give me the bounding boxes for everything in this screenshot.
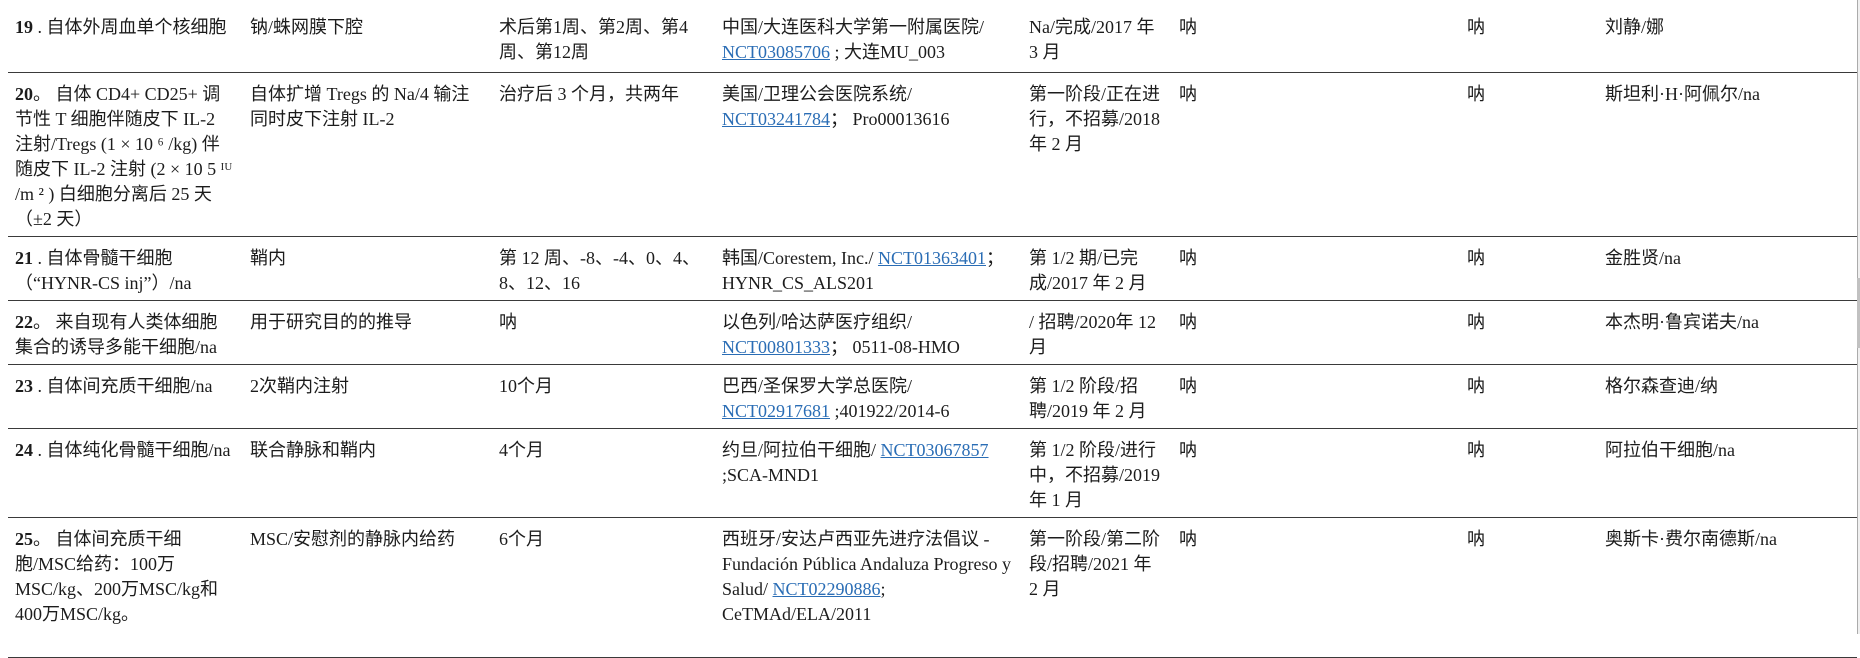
investigator-cell: 金胜贤/na (1598, 236, 1857, 301)
route-cell: 2次鞘内注射 (243, 364, 492, 429)
followup-cell: 10个月 (492, 364, 715, 429)
therapy-cell: 20。 自体 CD4+ CD25+ 调节性 T 细胞伴随皮下 IL-2 注射/T… (8, 72, 243, 237)
nct-link[interactable]: NCT00801333 (722, 336, 830, 357)
outcome-cell: 呐 (1172, 72, 1460, 237)
adverse-event-cell: 呐 (1460, 236, 1598, 301)
sponsor-nct-cell: 美国/卫理公会医院系统/ NCT03241784； Pro00013616 (715, 72, 1022, 237)
row-number: 24 (15, 439, 33, 460)
sponsor-nct-cell: 以色列/哈达萨医疗组织/ NCT00801333； 0511-08-HMO (715, 300, 1022, 365)
followup-cell: 治疗后 3 个月，共两年 (492, 72, 715, 237)
table-row: 25。 自体间充质干细胞/MSC给药：100万MSC/kg、200万MSC/kg… (8, 517, 1857, 658)
table-row: 21 . 自体骨髓干细胞（“HYNR-CS inj”）/na 鞘内第 12 周、-… (8, 236, 1857, 301)
sponsor-nct-cell: 中国/大连医科大学第一附属医院/ NCT03085706 ; 大连MU_003 (715, 0, 1022, 73)
followup-cell: 4个月 (492, 428, 715, 518)
nct-link[interactable]: NCT02290886 (772, 578, 881, 599)
row-number: 23 (15, 375, 33, 396)
therapy-cell: 25。 自体间充质干细胞/MSC给药：100万MSC/kg、200万MSC/kg… (8, 517, 243, 658)
investigator-cell: 斯坦利·H·阿佩尔/na (1598, 72, 1857, 237)
nct-link[interactable]: NCT03067857 (880, 439, 989, 460)
route-cell: 钠/蛛网膜下腔 (243, 0, 492, 73)
investigator-cell: 本杰明·鲁宾诺夫/na (1598, 300, 1857, 365)
translated-clinical-trials-table-page: 19 . 自体外周血单个核细胞 钠/蛛网膜下腔 术后第1周、第2周、第4周、第12周… (8, 0, 1860, 658)
therapy-cell: 19 . 自体外周血单个核细胞 (8, 0, 243, 73)
outcome-cell: 呐 (1172, 300, 1460, 365)
outcome-cell: 呐 (1172, 236, 1460, 301)
adverse-event-cell: 呐 (1460, 428, 1598, 518)
investigator-cell: 奥斯卡·费尔南德斯/na (1598, 517, 1857, 658)
phase-status-cell: / 招聘/2020年 12月 (1022, 300, 1172, 365)
row-number: 25 (15, 528, 33, 549)
adverse-event-cell: 呐 (1460, 517, 1598, 658)
route-cell: 鞘内 (243, 236, 492, 301)
sponsor-nct-cell: 韩国/Corestem, Inc./ NCT01363401； HYNR_CS_… (715, 236, 1022, 301)
therapy-cell: 21 . 自体骨髓干细胞（“HYNR-CS inj”）/na (8, 236, 243, 301)
table-row: 22。 来自现有人类体细胞集合的诱导多能干细胞/na 用于研究目的的推导呐以色列/… (8, 300, 1857, 365)
nct-link[interactable]: NCT02917681 (722, 400, 830, 421)
phase-status-cell: 第一阶段/正在进行，不招募/2018 年 2 月 (1022, 72, 1172, 237)
route-cell: 联合静脉和鞘内 (243, 428, 492, 518)
row-number: 22 (15, 311, 33, 332)
route-cell: MSC/安慰剂的静脉内给药 (243, 517, 492, 658)
route-cell: 自体扩增 Tregs 的 Na/4 输注同时皮下注射 IL-2 (243, 72, 492, 237)
adverse-event-cell: 呐 (1460, 364, 1598, 429)
sponsor-nct-cell: 约旦/阿拉伯干细胞/ NCT03067857 ;SCA-MND1 (715, 428, 1022, 518)
investigator-cell: 格尔森查迪/纳 (1598, 364, 1857, 429)
therapy-cell: 24 . 自体纯化骨髓干细胞/na (8, 428, 243, 518)
outcome-cell: 呐 (1172, 0, 1460, 73)
nct-link[interactable]: NCT01363401 (877, 247, 986, 268)
row-number: 21 (15, 247, 33, 268)
phase-status-cell: Na/完成/2017 年 3 月 (1022, 0, 1172, 73)
followup-cell: 呐 (492, 300, 715, 365)
investigator-cell: 刘静/娜 (1598, 0, 1857, 73)
nct-link[interactable]: NCT03085706 (722, 42, 830, 62)
sponsor-nct-cell: 西班牙/安达卢西亚先进疗法倡议 - Fundación Pública Anda… (715, 517, 1022, 658)
row-number: 19 (15, 17, 33, 37)
phase-status-cell: 第 1/2 期/已完成/2017 年 2 月 (1022, 236, 1172, 301)
therapy-cell: 22。 来自现有人类体细胞集合的诱导多能干细胞/na (8, 300, 243, 365)
vertical-scrollbar-thumb[interactable] (1857, 278, 1860, 348)
therapy-cell: 23 . 自体间充质干细胞/na (8, 364, 243, 429)
phase-status-cell: 第一阶段/第二阶段/招聘/2021 年 2 月 (1022, 517, 1172, 658)
nct-link[interactable]: NCT03241784 (722, 108, 830, 129)
adverse-event-cell: 呐 (1460, 0, 1598, 73)
followup-cell: 第 12 周、-8、-4、0、4、8、12、16 (492, 236, 715, 301)
phase-status-cell: 第 1/2 阶段/进行中，不招募/2019 年 1 月 (1022, 428, 1172, 518)
clinical-trials-table: 19 . 自体外周血单个核细胞 钠/蛛网膜下腔 术后第1周、第2周、第4周、第12周… (8, 0, 1857, 658)
phase-status-cell: 第 1/2 阶段/招聘/2019 年 2 月 (1022, 364, 1172, 429)
outcome-cell: 呐 (1172, 428, 1460, 518)
adverse-event-cell: 呐 (1460, 300, 1598, 365)
table-row: 19 . 自体外周血单个核细胞 钠/蛛网膜下腔 术后第1周、第2周、第4周、第12周… (8, 0, 1857, 73)
route-cell: 用于研究目的的推导 (243, 300, 492, 365)
table-row: 20。 自体 CD4+ CD25+ 调节性 T 细胞伴随皮下 IL-2 注射/T… (8, 72, 1857, 237)
table-row: 23 . 自体间充质干细胞/na 2次鞘内注射 10个月 巴西/圣保罗大学总医院/ N… (8, 364, 1857, 429)
outcome-cell: 呐 (1172, 517, 1460, 658)
followup-cell: 术后第1周、第2周、第4周、第12周 (492, 0, 715, 73)
table-row: 24 . 自体纯化骨髓干细胞/na 联合静脉和鞘内 4个月 约旦/阿拉伯干细胞/ NC… (8, 428, 1857, 518)
adverse-event-cell: 呐 (1460, 72, 1598, 237)
outcome-cell: 呐 (1172, 364, 1460, 429)
investigator-cell: 阿拉伯干细胞/na (1598, 428, 1857, 518)
followup-cell: 6个月 (492, 517, 715, 658)
row-number: 20 (15, 83, 33, 104)
sponsor-nct-cell: 巴西/圣保罗大学总医院/ NCT02917681 ;401922/2014-6 (715, 364, 1022, 429)
